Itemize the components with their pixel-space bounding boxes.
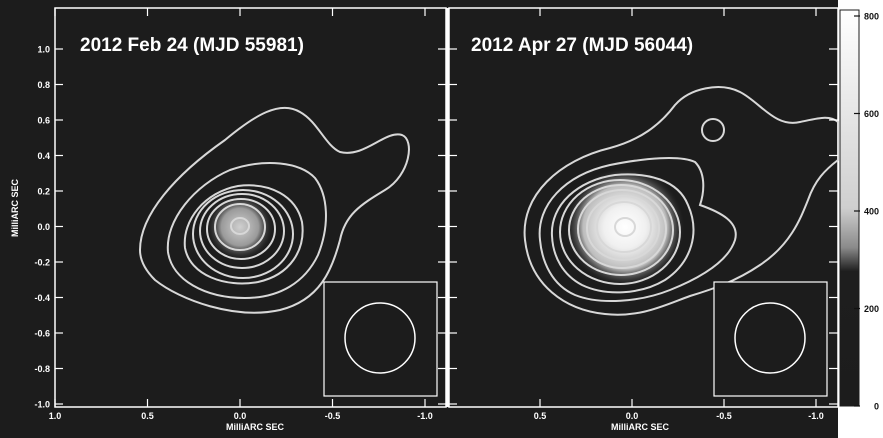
y-tick-label: 1.0: [37, 45, 50, 55]
y-tick-label: -0.8: [34, 364, 50, 374]
x-tick-label: 0.5: [534, 411, 547, 421]
panel-2-beam: [734, 302, 806, 374]
panel-2-contour-7: [586, 195, 660, 261]
panel-1-contour-6: [206, 198, 276, 260]
panel-divider: [446, 8, 449, 407]
panel-2-contour-8: [596, 201, 652, 253]
panel-1-contour-4: [192, 189, 294, 279]
x-axis-label-panel-1: MilliARC SEC: [226, 422, 285, 432]
panel-1-contour-8: [230, 217, 250, 235]
x-axis-label-panel-2: MilliARC SEC: [611, 422, 670, 432]
panel-2: 2012 Apr 27 (MJD 56044): [448, 7, 839, 408]
colorbar-tick-label: 0: [874, 402, 879, 412]
colorbar-tick-label: 400: [864, 207, 879, 217]
x-tick-label: -0.5: [716, 411, 732, 421]
x-tick-label: 0.5: [141, 411, 154, 421]
colorbar-gradient: [839, 9, 860, 407]
x-tick-label: 0.0: [626, 411, 639, 421]
panel-2-title: 2012 Apr 27 (MJD 56044): [471, 35, 693, 56]
y-tick-label: -0.4: [34, 293, 50, 303]
x-tick-label: -0.5: [325, 411, 341, 421]
y-axis-label: MilliARC SEC: [10, 179, 20, 238]
panel-2-contours: [523, 86, 839, 316]
panel-2-frame: [448, 7, 839, 408]
panel-2-contour-6: [577, 189, 667, 269]
panel-2-contour-outer: [523, 86, 839, 316]
colorbar-tick-label: 600: [864, 109, 879, 119]
colorbar-tick-label: 200: [864, 304, 879, 314]
x-axis: 1.0 0.5 0.0 -0.5 -1.0 0.5 0.0 -0.5 -1.0 MilliARC…: [49, 8, 824, 432]
x-tick-label: 1.0: [49, 411, 62, 421]
panel-1-contour-7: [214, 203, 266, 251]
panel-1-contours: [138, 106, 410, 314]
panel-2-contour-island: [701, 118, 725, 142]
y-tick-label: 0.8: [37, 80, 50, 90]
panel-1-title: 2012 Feb 24 (MJD 55981): [80, 35, 304, 56]
y-axis: 1.0 0.8 0.6 0.4 0.2 0.0 -0.2 -0.4 -0.6 -0.8 -1.0 M…: [10, 45, 838, 410]
panel-1-contour-outer: [138, 106, 410, 314]
x-tick-label: -1.0: [808, 411, 824, 421]
panel-2-contour-3: [550, 173, 695, 294]
y-tick-label: 0.0: [37, 222, 50, 232]
y-tick-label: -0.6: [34, 329, 50, 339]
panel-2-beam-box: [713, 281, 828, 397]
colorbar: 800 600 400 200 0: [839, 9, 879, 412]
panel-2-contour-9: [614, 217, 636, 237]
colorbar-tick-label: 800: [864, 12, 879, 22]
panel-2-contour-5: [568, 184, 674, 276]
panel-2-contour-2: [538, 157, 737, 303]
y-tick-label: -0.2: [34, 258, 50, 268]
y-tick-label: 0.6: [37, 116, 50, 126]
y-tick-label: -1.0: [34, 400, 50, 410]
y-tick-label: 0.2: [37, 187, 50, 197]
panel-1-contour-5: [199, 193, 285, 269]
x-tick-label: -1.0: [417, 411, 433, 421]
panel-1-contour-2: [166, 162, 327, 300]
panel-1-contour-3: [183, 184, 304, 285]
panel-2-contour-4: [559, 179, 681, 285]
y-tick-label: 0.4: [37, 151, 50, 161]
x-tick-label: 0.0: [234, 411, 247, 421]
panel-1-beam: [344, 302, 416, 374]
panel-1: 2012 Feb 24 (MJD 55981): [54, 7, 447, 408]
panel-1-beam-box: [323, 281, 438, 397]
